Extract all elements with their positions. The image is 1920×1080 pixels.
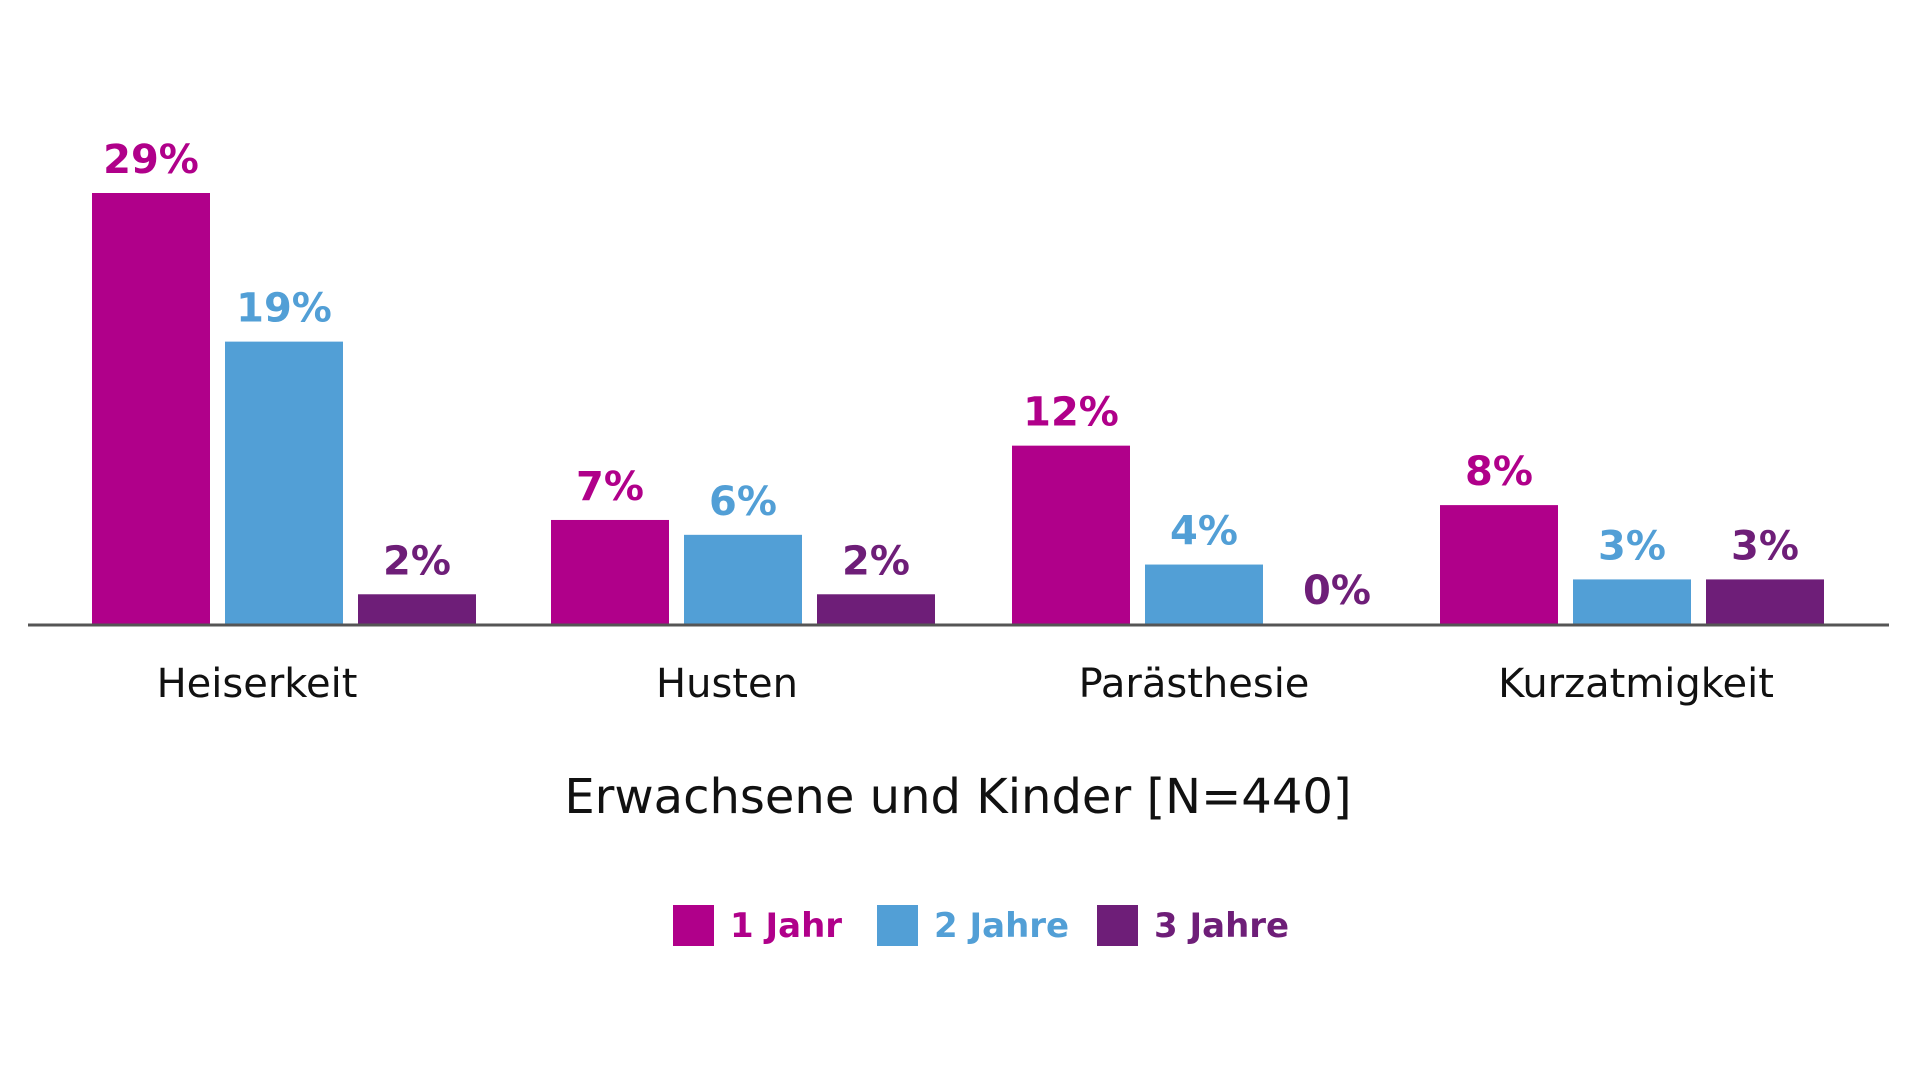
bar-3-jahre-3 (1706, 579, 1824, 624)
data-label: 0% (1303, 568, 1371, 614)
legend-swatch (877, 905, 918, 946)
x-tick-label: Heiserkeit (157, 661, 358, 707)
data-label: 8% (1465, 449, 1533, 495)
x-tick-label: Husten (656, 661, 798, 707)
bar-1-jahr-0 (92, 193, 210, 624)
bar-1-jahr-3 (1440, 505, 1558, 624)
data-label: 2% (383, 538, 451, 584)
data-label: 3% (1598, 523, 1666, 569)
bar-2-jahre-1 (684, 534, 802, 624)
x-axis-title: Erwachsene und Kinder [N=440] (564, 769, 1351, 825)
bar-3-jahre-0 (358, 594, 476, 624)
legend-label: 2 Jahre (934, 906, 1069, 946)
legend-swatch (673, 905, 714, 946)
bar-2-jahre-0 (225, 341, 343, 624)
bar-2-jahre-3 (1573, 579, 1691, 624)
x-tick-label: Kurzatmigkeit (1498, 661, 1774, 707)
bar-3-jahre-1 (817, 594, 935, 624)
x-tick-label: Parästhesie (1079, 661, 1310, 707)
bar-2-jahre-2 (1145, 564, 1263, 624)
legend-label: 3 Jahre (1154, 906, 1289, 946)
data-label: 4% (1170, 509, 1238, 555)
data-label: 19% (236, 286, 332, 332)
bar-1-jahr-1 (551, 519, 669, 624)
legend-label: 1 Jahr (730, 906, 842, 946)
data-label: 3% (1731, 523, 1799, 569)
data-label: 29% (103, 137, 199, 183)
bar-1-jahr-2 (1012, 445, 1130, 624)
data-label: 6% (709, 479, 777, 525)
data-label: 7% (576, 464, 644, 510)
data-label: 2% (842, 538, 910, 584)
legend-swatch (1097, 905, 1138, 946)
data-label: 12% (1023, 390, 1119, 436)
